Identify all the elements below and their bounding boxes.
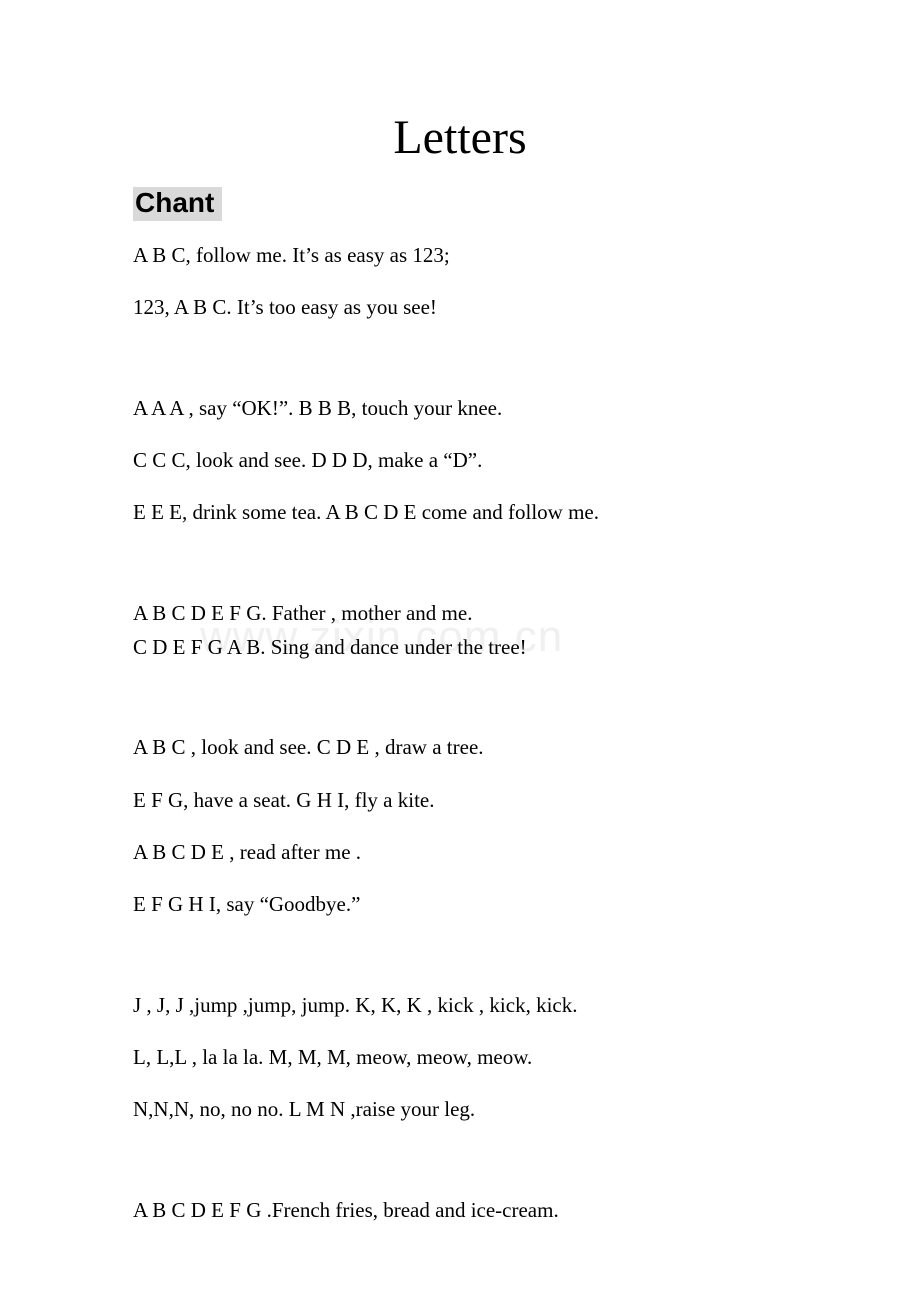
chant-line: E F G, have a seat. G H I, fly a kite. (133, 786, 787, 814)
chant-line: A B C D E , read after me . (133, 838, 787, 866)
chant-line: A B C D E F G .French fries, bread and i… (133, 1196, 787, 1224)
chant-line: A A A , say “OK!”. B B B, touch your kne… (133, 394, 787, 422)
chant-label: Chant (133, 187, 222, 221)
chant-line: N,N,N, no, no no. L M N ,raise your leg. (133, 1095, 787, 1123)
page-content: Letters Chant A B C, follow me. It’s as … (133, 110, 787, 1224)
chant-line: L, L,L , la la la. M, M, M, meow, meow, … (133, 1043, 787, 1071)
chant-line: J , J, J ,jump ,jump, jump. K, K, K , ki… (133, 991, 787, 1019)
chant-line: E F G H I, say “Goodbye.” (133, 890, 787, 918)
chant-line: C C C, look and see. D D D, make a “D”. (133, 446, 787, 474)
chant-line: C D E F G A B. Sing and dance under the … (133, 633, 787, 661)
chant-line: 123, A B C. It’s too easy as you see! (133, 293, 787, 321)
stanza-gap (133, 551, 787, 599)
chant-line: A B C, follow me. It’s as easy as 123; (133, 241, 787, 269)
chant-line: E E E, drink some tea. A B C D E come an… (133, 498, 787, 526)
stanza-gap (133, 943, 787, 991)
stanza-gap (133, 685, 787, 733)
chant-line: A B C D E F G. Father , mother and me. (133, 599, 787, 627)
page-title: Letters (133, 110, 787, 165)
chant-line: A B C , look and see. C D E , draw a tre… (133, 733, 787, 761)
stanza-gap (133, 346, 787, 394)
stanza-gap (133, 1148, 787, 1196)
